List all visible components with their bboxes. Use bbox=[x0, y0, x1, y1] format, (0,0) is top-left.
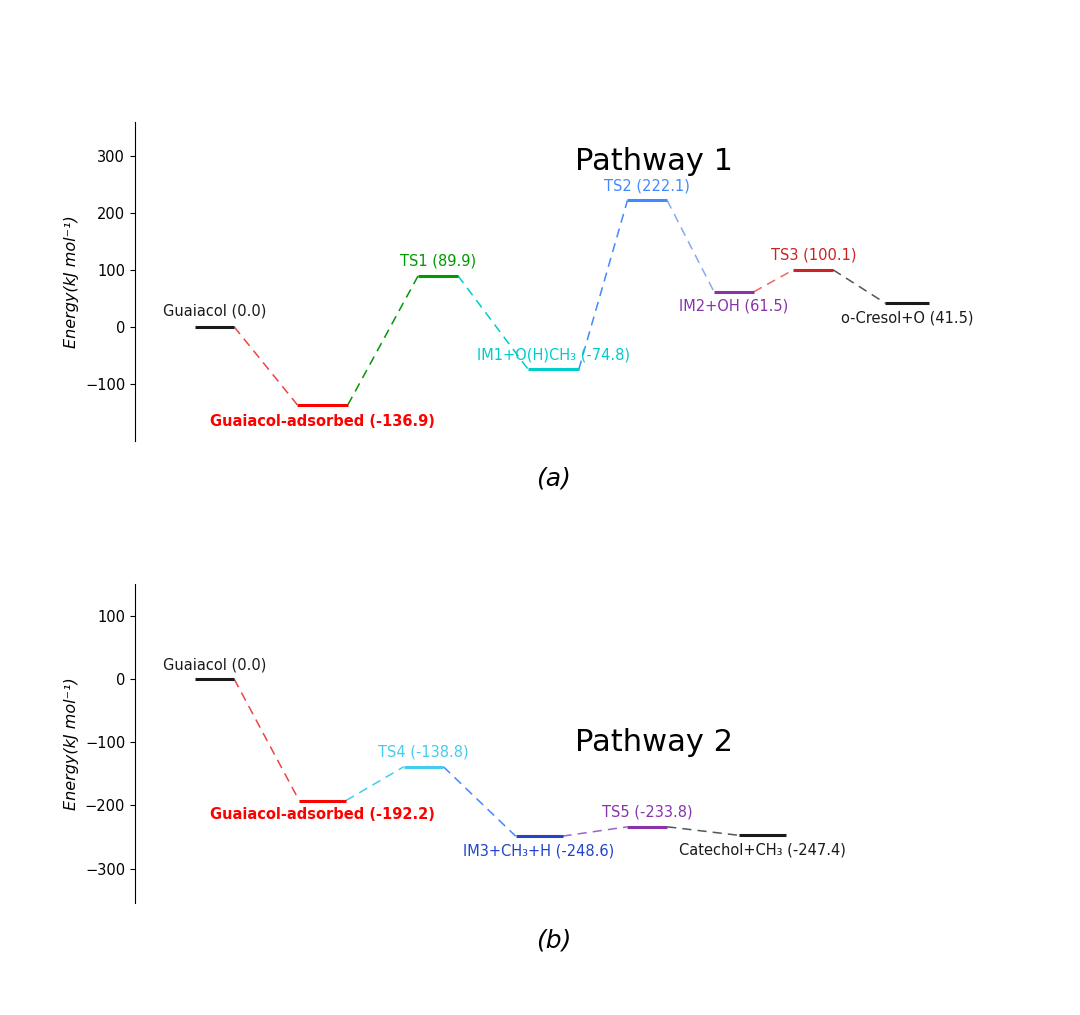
Text: Pathway 2: Pathway 2 bbox=[575, 728, 733, 757]
Text: TS4 (-138.8): TS4 (-138.8) bbox=[378, 745, 469, 760]
Text: (b): (b) bbox=[536, 929, 571, 953]
Text: Guaiacol (0.0): Guaiacol (0.0) bbox=[163, 657, 266, 672]
Text: Pathway 1: Pathway 1 bbox=[575, 147, 733, 177]
Text: Guaiacol (0.0): Guaiacol (0.0) bbox=[163, 303, 266, 318]
Text: IM2+OH (61.5): IM2+OH (61.5) bbox=[679, 298, 788, 314]
Text: Catechol+CH₃ (-247.4): Catechol+CH₃ (-247.4) bbox=[679, 842, 847, 858]
Text: Guaiacol-adsorbed (-192.2): Guaiacol-adsorbed (-192.2) bbox=[211, 808, 435, 822]
Y-axis label: Energy(kJ mol⁻¹): Energy(kJ mol⁻¹) bbox=[65, 677, 79, 810]
Text: TS1 (89.9): TS1 (89.9) bbox=[400, 254, 476, 269]
Text: IM3+CH₃+H (-248.6): IM3+CH₃+H (-248.6) bbox=[463, 843, 615, 858]
Text: TS2 (222.1): TS2 (222.1) bbox=[605, 179, 690, 194]
Text: TS5 (-233.8): TS5 (-233.8) bbox=[602, 805, 692, 820]
Text: (a): (a) bbox=[536, 466, 571, 490]
Text: IM1+O(H)CH₃ (-74.8): IM1+O(H)CH₃ (-74.8) bbox=[477, 347, 630, 362]
Text: o-Cresol+O (41.5): o-Cresol+O (41.5) bbox=[841, 311, 973, 325]
Y-axis label: Energy(kJ mol⁻¹): Energy(kJ mol⁻¹) bbox=[65, 215, 80, 348]
Text: Guaiacol-adsorbed (-136.9): Guaiacol-adsorbed (-136.9) bbox=[211, 413, 435, 428]
Text: TS3 (100.1): TS3 (100.1) bbox=[770, 248, 856, 263]
